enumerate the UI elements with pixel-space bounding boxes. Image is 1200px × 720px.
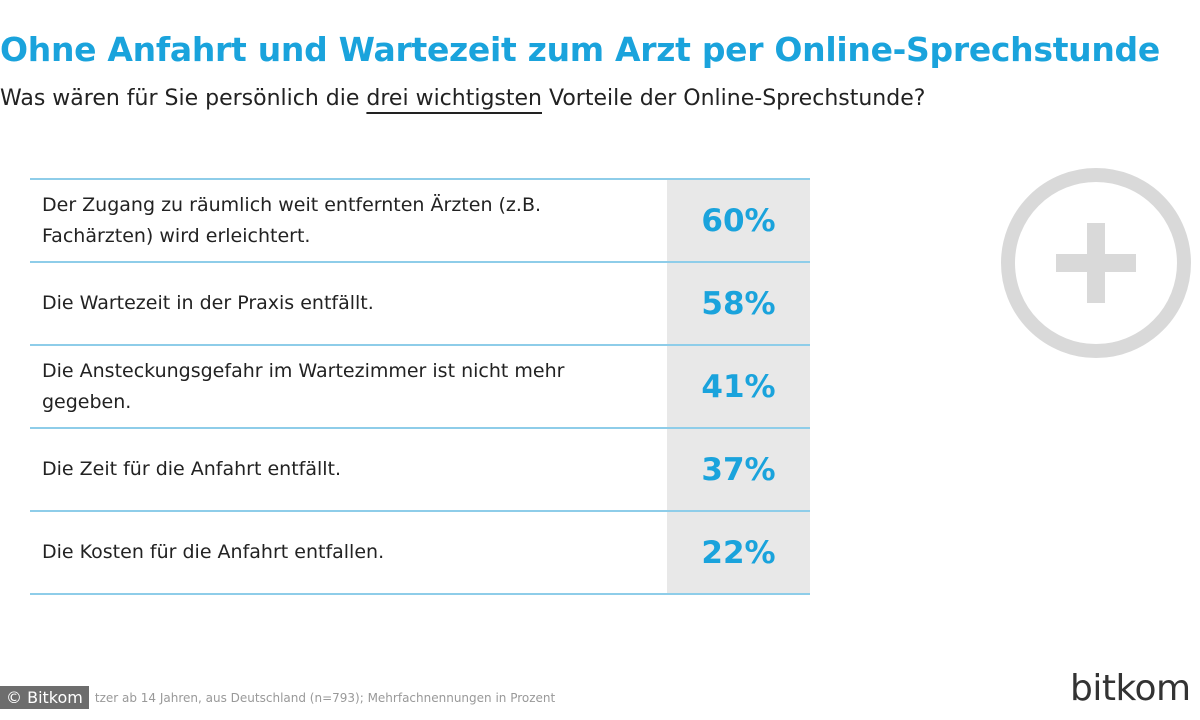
row-value: 41%	[667, 346, 810, 427]
bitkom-logo: bitkom	[1070, 668, 1191, 709]
table-row: Der Zugang zu räumlich weit entfernten Ä…	[30, 180, 810, 263]
plus-circle-icon	[1001, 168, 1191, 358]
footer: © Bitkom tzer ab 14 Jahren, aus Deutschl…	[0, 686, 555, 709]
subtitle-text-before: Was wären für Sie persönlich die	[0, 86, 367, 111]
row-label: Die Ansteckungsgefahr im Wartezimmer ist…	[42, 359, 565, 413]
row-label: Die Zeit für die Anfahrt entfällt.	[42, 458, 342, 480]
subtitle-text-after: Vorteile der Online-Sprechstunde?	[542, 86, 926, 111]
row-value: 22%	[667, 512, 810, 593]
row-label: Die Wartezeit in der Praxis entfällt.	[42, 292, 374, 314]
table-row: Die Ansteckungsgefahr im Wartezimmer ist…	[30, 346, 810, 429]
table-row: Die Zeit für die Anfahrt entfällt. 37%	[30, 429, 810, 512]
chart-subtitle: Was wären für Sie persönlich die drei wi…	[0, 86, 1190, 111]
results-table: Der Zugang zu räumlich weit entfernten Ä…	[30, 178, 810, 595]
row-value: 37%	[667, 429, 810, 510]
table-row: Die Kosten für die Anfahrt entfallen. 22…	[30, 512, 810, 595]
row-label: Der Zugang zu räumlich weit entfernten Ä…	[42, 193, 542, 247]
row-value: 60%	[667, 180, 810, 261]
subtitle-emphasis: drei wichtigsten	[366, 86, 542, 111]
row-value: 58%	[667, 263, 810, 344]
table-row: Die Wartezeit in der Praxis entfällt. 58…	[30, 263, 810, 346]
chart-title: Ohne Anfahrt und Wartezeit zum Arzt per …	[0, 30, 1160, 69]
source-note: tzer ab 14 Jahren, aus Deutschland (n=79…	[94, 690, 556, 705]
row-label: Die Kosten für die Anfahrt entfallen.	[42, 541, 385, 563]
copyright-badge: © Bitkom	[0, 686, 89, 709]
